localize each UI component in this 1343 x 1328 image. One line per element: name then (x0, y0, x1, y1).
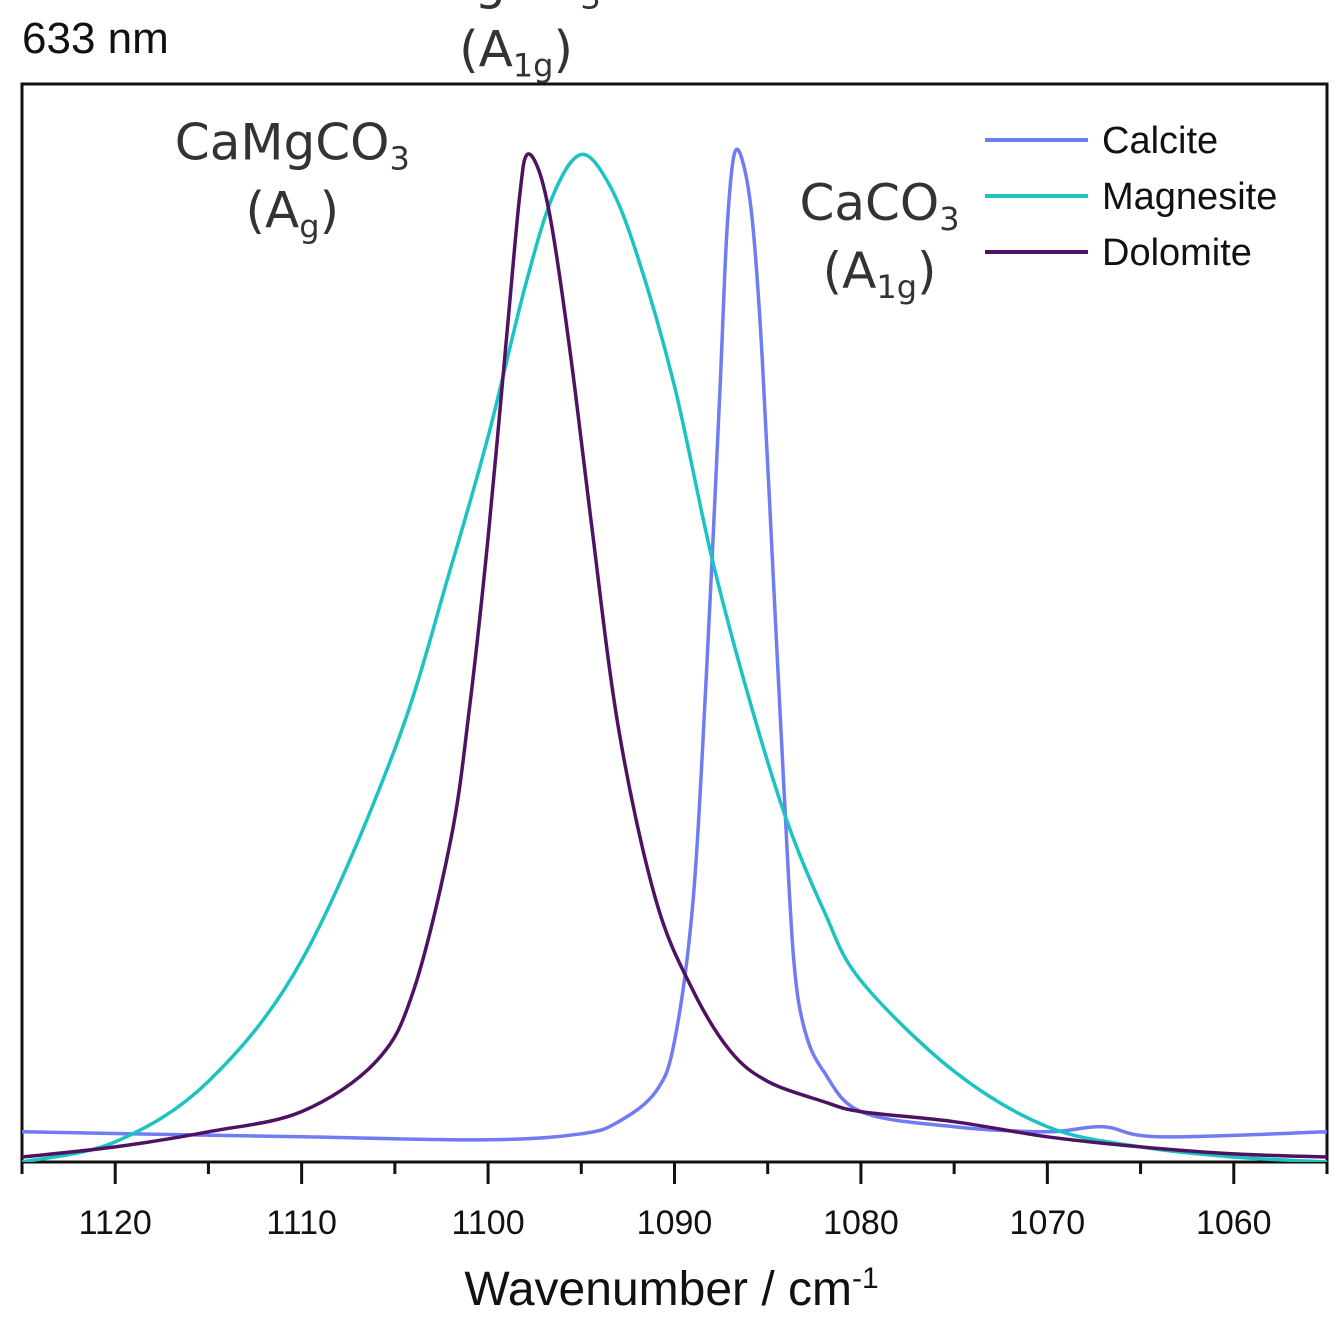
peak-mode-close: ) (320, 182, 340, 240)
x-tick-label-1090: 1090 (637, 1204, 713, 1242)
peak-label-formula: MgCO (431, 0, 580, 10)
x-tick-label-1060: 1060 (1196, 1204, 1272, 1242)
peak-mode-close: ) (553, 20, 573, 78)
x-tick-label-1110: 1110 (266, 1204, 337, 1242)
annotation-layer: CaMgCO3(Ag)MgCO3(A1g)CaCO3(A1g) (175, 0, 960, 306)
series-line-dolomite (22, 152, 1327, 1159)
x-axis-label-text: Wavenumber / cm (464, 1263, 852, 1316)
legend-label-magnesite: Magnesite (1102, 176, 1277, 218)
x-axis-label-exponent: -1 (851, 1262, 879, 1295)
x-axis-label: Wavenumber / cm-1 (0, 1262, 1343, 1317)
x-tick-label-1070: 1070 (1010, 1204, 1086, 1242)
peak-label-formula-subscript: 3 (580, 0, 600, 16)
peak-mode-camgco: (Ag) (246, 182, 340, 246)
peak-label-caco: CaCO3 (799, 174, 959, 238)
peak-label-mgco: MgCO3 (431, 0, 601, 16)
legend-label-calcite: Calcite (1102, 120, 1218, 162)
series-line-magnesite (22, 152, 1327, 1162)
peak-label-formula-subscript: 3 (939, 200, 959, 238)
peak-mode-symbol: (A (823, 242, 877, 300)
peak-mode-symbol: (A (246, 182, 300, 240)
peak-label-formula-subscript: 3 (389, 140, 409, 178)
series-line-calcite (22, 147, 1327, 1142)
x-tick-label-1120: 1120 (79, 1204, 152, 1242)
x-tick-label-1080: 1080 (823, 1204, 899, 1242)
peak-mode-subscript: g (299, 208, 319, 246)
peak-mode-subscript: 1g (513, 46, 554, 84)
x-axis: 1120 1110 1100 1090 1080 1070 1060 (20, 1162, 1329, 1242)
peak-mode-mgco: (A1g) (459, 20, 573, 84)
peak-label-formula: CaCO (799, 174, 939, 232)
chart-title: 633 nm (22, 14, 169, 63)
peak-mode-subscript: 1g (876, 268, 917, 306)
peak-label-formula: CaMgCO (175, 114, 390, 172)
x-tick-label-1100: 1100 (452, 1204, 525, 1242)
peak-label-camgco: CaMgCO3 (175, 114, 410, 178)
peak-mode-symbol: (A (459, 20, 513, 78)
legend-label-dolomite: Dolomite (1102, 232, 1252, 274)
series-layer (22, 147, 1327, 1162)
peak-mode-close: ) (917, 242, 937, 300)
peak-mode-caco: (A1g) (823, 242, 937, 306)
legend: Calcite Magnesite Dolomite (985, 120, 1277, 274)
